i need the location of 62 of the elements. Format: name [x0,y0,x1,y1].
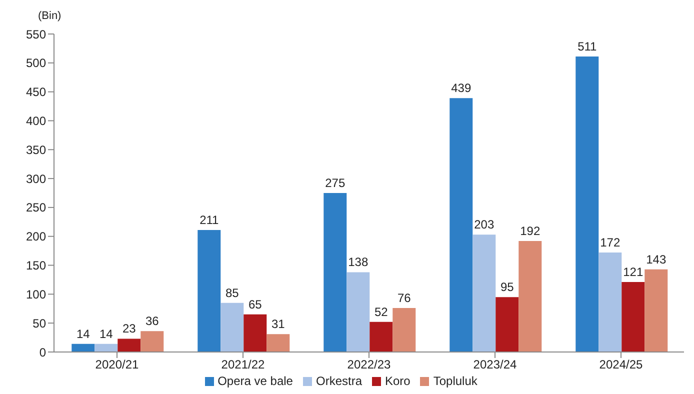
data-label: 192 [520,224,540,238]
y-tick-label: 550 [26,27,46,42]
bar [140,331,164,352]
x-tick-label: 2024/25 [599,358,644,372]
bar [72,344,95,352]
data-label: 14 [99,326,114,341]
x-tick-label: 2021/22 [221,358,266,372]
data-label: 203 [474,218,494,232]
y-tick-label: 300 [26,172,46,186]
bar [94,344,118,352]
bar [472,234,496,352]
y-tick-label: 200 [26,230,46,244]
y-tick-label: 350 [26,142,46,157]
bar [198,230,221,352]
data-label: 23 [122,322,136,336]
y-tick-label: 450 [26,85,46,100]
data-label: 95 [500,280,514,294]
data-label: 172 [600,236,620,250]
data-label: 14 [76,326,90,341]
legend-label: Opera ve bale [218,374,293,388]
bar [576,56,599,352]
bar [392,308,416,352]
data-label: 85 [225,286,240,300]
bar [220,302,244,352]
bar [324,193,347,352]
x-tick-label: 2023/24 [473,358,518,372]
bar [450,98,473,352]
y-tick-label: 100 [26,287,46,302]
bar [266,334,290,352]
data-label: 65 [248,297,262,312]
bar [370,322,393,352]
data-label: 52 [374,304,388,319]
bar [346,272,370,352]
data-label: 121 [623,265,644,280]
data-label: 76 [397,291,412,306]
y-tick-label: 50 [32,316,46,330]
data-label: 36 [145,314,160,328]
data-label: 511 [578,40,598,54]
bar [496,297,519,352]
y-tick-label: 150 [26,258,46,273]
data-label: 31 [271,317,286,332]
legend-label: Koro [385,374,410,388]
bar [622,282,645,352]
data-label: 275 [325,176,346,190]
bar [644,269,668,352]
y-tick-label: 400 [26,114,46,128]
bar [518,240,542,352]
legend-label: Orkestra [316,374,362,388]
data-label: 138 [348,255,368,270]
data-label: 211 [200,213,220,228]
y-tick-label: 250 [26,200,46,215]
y-tick-label: 500 [26,56,46,70]
x-tick-label: 2020/21 [95,358,140,372]
x-tick-label: 2022/23 [347,358,392,372]
y-axis-title: (Bin) [38,10,62,22]
y-tick-label: 0 [39,345,46,360]
bar [118,338,141,352]
bar [598,252,622,352]
bar [244,314,267,352]
data-label: 143 [646,252,666,266]
data-label: 439 [451,81,472,96]
legend-label: Topluluk [433,374,478,388]
